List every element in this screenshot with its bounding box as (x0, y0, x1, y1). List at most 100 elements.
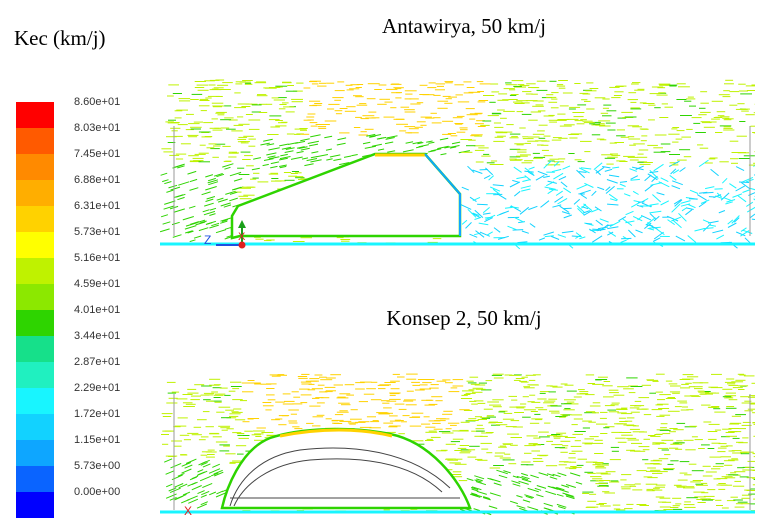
velocity-vector (468, 166, 475, 172)
velocity-vector (174, 209, 185, 213)
velocity-vector (581, 194, 587, 198)
velocity-vector (738, 196, 746, 202)
velocity-vector (216, 230, 226, 233)
velocity-vector (378, 149, 384, 150)
velocity-vector (182, 469, 192, 473)
velocity-vector (326, 149, 332, 150)
velocity-vector (344, 156, 351, 157)
velocity-vector (514, 217, 524, 222)
velocity-vector (483, 213, 491, 214)
velocity-vector (703, 192, 714, 193)
velocity-vector (178, 182, 189, 185)
velocity-vector (605, 169, 612, 171)
velocity-vector (205, 187, 216, 191)
velocity-vector (557, 494, 564, 496)
velocity-vector (263, 139, 273, 141)
velocity-vector (607, 204, 618, 205)
color-bar-swatch (16, 232, 54, 258)
color-bar-swatch (16, 492, 54, 518)
velocity-vector (672, 181, 683, 185)
velocity-vector (183, 217, 194, 220)
velocity-vector (606, 186, 615, 193)
velocity-vector (576, 482, 582, 484)
velocity-vector (512, 180, 519, 182)
velocity-vector (162, 180, 168, 182)
car-body-antawirya (232, 154, 460, 238)
velocity-vector (550, 477, 557, 479)
velocity-vector (169, 185, 178, 188)
velocity-vector (537, 486, 546, 489)
velocity-vector (477, 204, 488, 205)
velocity-vector (311, 152, 318, 153)
velocity-vector (304, 164, 313, 166)
velocity-vector (563, 166, 571, 169)
velocity-vector (626, 211, 634, 214)
velocity-vector (177, 197, 184, 199)
velocity-vector (189, 206, 195, 208)
velocity-vector (528, 206, 537, 209)
velocity-vector (494, 483, 502, 485)
velocity-vector (291, 157, 303, 159)
velocity-vector (403, 150, 414, 152)
velocity-vector (705, 187, 714, 189)
velocity-vector (560, 206, 570, 212)
velocity-vector (338, 138, 347, 140)
velocity-vector (198, 470, 204, 472)
velocity-vector (198, 472, 205, 475)
velocity-vector (164, 459, 172, 462)
velocity-vector (372, 144, 382, 146)
velocity-vector (203, 210, 210, 212)
velocity-vector (741, 183, 750, 190)
velocity-vector (505, 207, 513, 208)
velocity-vector (160, 229, 170, 232)
velocity-vector (166, 190, 173, 192)
velocity-vector (703, 220, 710, 223)
velocity-vector (311, 157, 317, 158)
plot-top-title: Antawirya, 50 km/j (0, 14, 758, 39)
velocity-vector (216, 491, 223, 494)
velocity-vector (712, 230, 723, 233)
velocity-vector (690, 190, 698, 193)
color-bar-swatch (16, 284, 54, 310)
velocity-vector (610, 221, 620, 226)
velocity-vector (711, 169, 719, 176)
velocity-vector (695, 229, 705, 232)
velocity-vector (620, 182, 627, 183)
velocity-vector (513, 230, 524, 231)
velocity-vector (508, 226, 517, 230)
velocity-vector (544, 508, 551, 510)
velocity-plot-antawirya: Z X (160, 76, 755, 256)
velocity-vector (172, 222, 180, 224)
velocity-vector (688, 205, 695, 208)
velocity-vector (440, 138, 448, 140)
velocity-vector (514, 167, 522, 172)
velocity-vector (670, 175, 677, 180)
velocity-vector (166, 484, 172, 487)
velocity-vector (510, 182, 520, 187)
velocity-vector (487, 232, 493, 236)
color-bar-tick-label: 0.00e+00 (74, 486, 154, 512)
velocity-vector (441, 154, 447, 155)
velocity-vector (474, 476, 484, 479)
velocity-vector (166, 471, 175, 475)
velocity-vector (545, 491, 556, 494)
velocity-vector (592, 236, 602, 242)
color-bar-tick-label: 5.73e+00 (74, 460, 154, 486)
velocity-vector (490, 493, 501, 496)
velocity-vector (521, 473, 528, 475)
velocity-vector (268, 156, 276, 158)
color-bar-tick-label: 2.29e+01 (74, 382, 154, 408)
velocity-vector (561, 182, 567, 187)
velocity-vector (285, 151, 294, 153)
color-bar-swatch (16, 336, 54, 362)
velocity-vector (484, 175, 490, 178)
velocity-vector (539, 238, 545, 240)
velocity-vector (310, 135, 320, 137)
velocity-vector (653, 238, 660, 242)
color-bar-tick-label: 5.16e+01 (74, 252, 154, 278)
velocity-vector (229, 198, 238, 201)
color-bar-tick-label: 1.72e+01 (74, 408, 154, 434)
velocity-vector (479, 223, 489, 225)
velocity-vector (474, 509, 480, 511)
velocity-vector (267, 144, 274, 146)
